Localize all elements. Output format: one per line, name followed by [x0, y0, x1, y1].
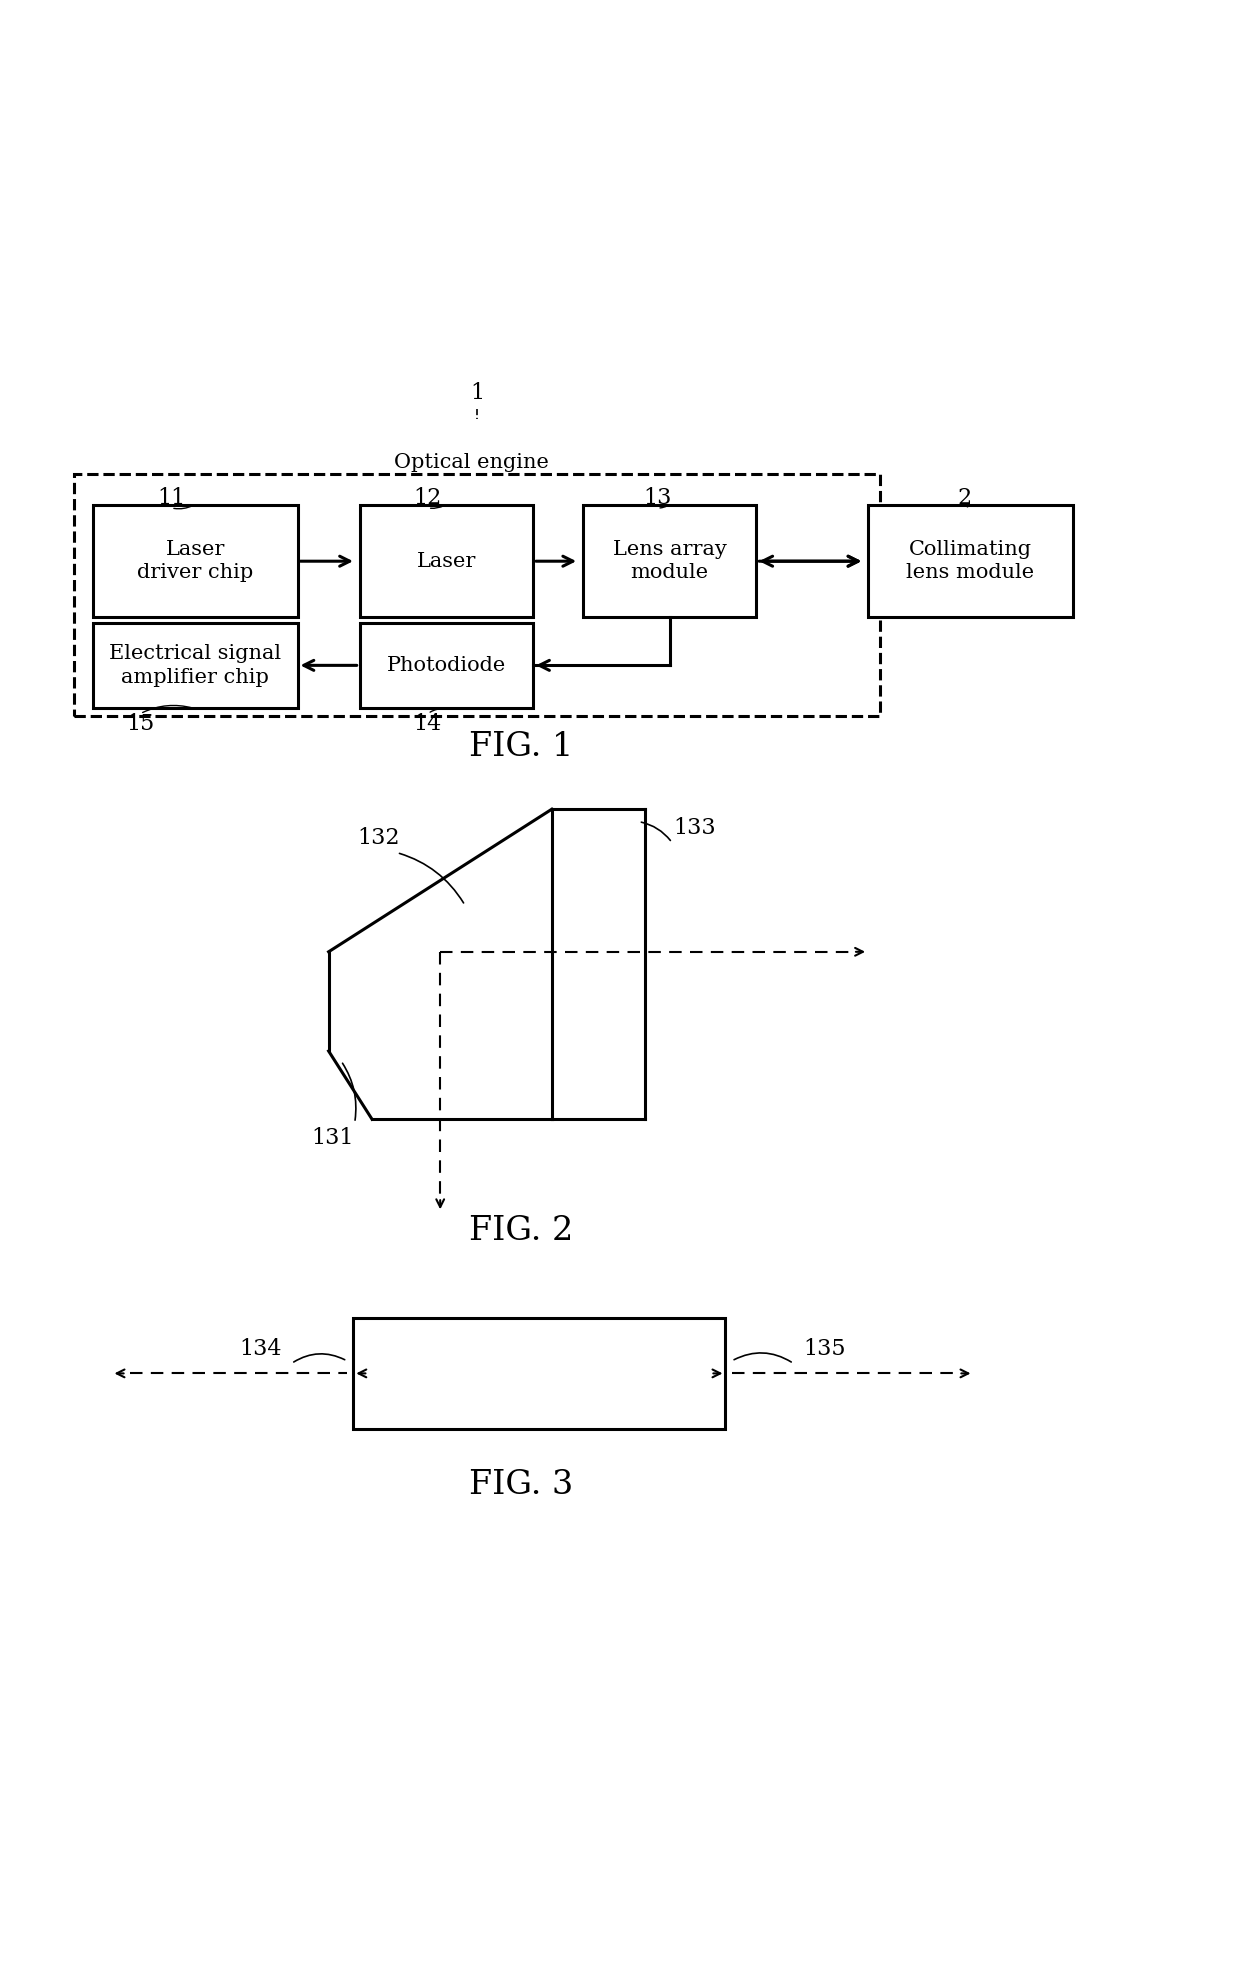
- Text: 14: 14: [414, 712, 441, 734]
- Text: 11: 11: [157, 487, 185, 508]
- Bar: [583, 506, 756, 617]
- Bar: [353, 1317, 725, 1430]
- Text: Lens array
module: Lens array module: [613, 540, 727, 582]
- Text: FIG. 3: FIG. 3: [469, 1470, 573, 1501]
- Text: 132: 132: [357, 827, 399, 849]
- Text: FIG. 2: FIG. 2: [469, 1214, 573, 1246]
- Text: Electrical signal
amplifier chip: Electrical signal amplifier chip: [109, 645, 281, 686]
- Text: 15: 15: [126, 712, 154, 734]
- Text: FIG. 1: FIG. 1: [469, 732, 573, 764]
- Text: 1: 1: [470, 382, 485, 404]
- Bar: [74, 475, 880, 716]
- Bar: [93, 623, 298, 708]
- Bar: [93, 506, 298, 617]
- Text: 131: 131: [311, 1127, 353, 1149]
- Text: 13: 13: [644, 487, 671, 508]
- Text: 134: 134: [239, 1337, 281, 1359]
- Text: 12: 12: [414, 487, 441, 508]
- Bar: [360, 623, 533, 708]
- Text: Laser: Laser: [417, 552, 476, 572]
- Text: Photodiode: Photodiode: [387, 657, 506, 674]
- Text: 133: 133: [673, 817, 715, 839]
- Text: 135: 135: [804, 1337, 846, 1359]
- Text: Laser
driver chip: Laser driver chip: [138, 540, 253, 582]
- Bar: [868, 506, 1073, 617]
- Text: Optical engine: Optical engine: [394, 453, 548, 471]
- Text: 2: 2: [957, 487, 972, 508]
- Bar: [360, 506, 533, 617]
- Text: Collimating
lens module: Collimating lens module: [906, 540, 1034, 582]
